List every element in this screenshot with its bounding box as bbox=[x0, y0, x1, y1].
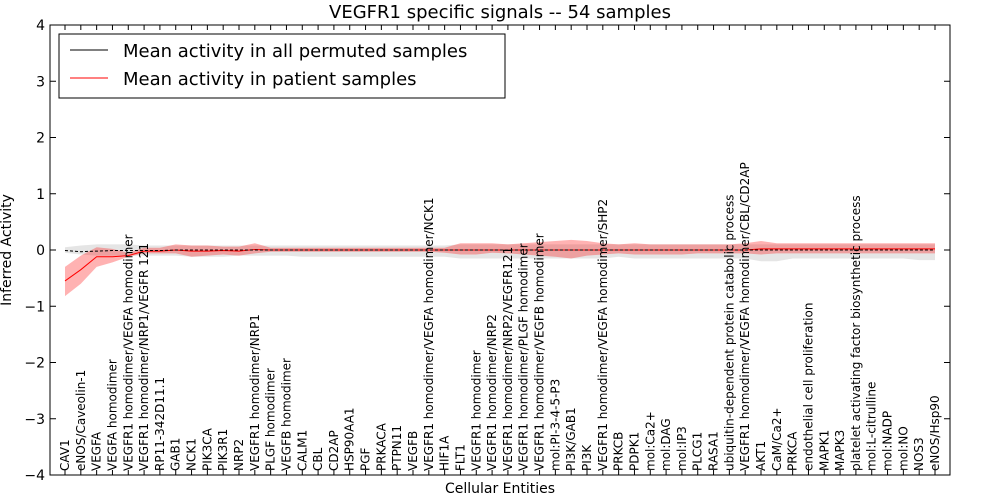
x-tick-label: PIK3R1 bbox=[216, 429, 230, 471]
x-tick-label: VEGFR1 homodimer/VEGFB homodimer bbox=[533, 233, 547, 471]
x-tick-label: PLGF homodimer bbox=[264, 368, 278, 471]
x-axis-ticks: CAV1 eNOS/Caveolin-1 VEGFA VEGFA homodimer V… bbox=[58, 25, 942, 475]
x-tick-label: mol:PI-3-4-5-P3 bbox=[548, 379, 562, 471]
plot-frame bbox=[49, 24, 951, 476]
x-tick-label: VEGFR1 homodimer/VEGFA homodimer bbox=[121, 234, 135, 471]
y-tick-label: −4 bbox=[24, 468, 45, 484]
x-tick-label: VEGFR1 homodimer/VEGFA homodimer/CBL/CD2… bbox=[738, 162, 752, 471]
y-axis-label: Inferred Activity bbox=[0, 194, 15, 306]
x-tick-label: CaM/Ca2+ bbox=[770, 407, 784, 471]
line-series-0 bbox=[64, 249, 935, 253]
x-tick-label: CAV1 bbox=[58, 439, 72, 471]
x-tick-label: NRP2 bbox=[232, 439, 246, 471]
x-tick-label: NCK1 bbox=[185, 438, 199, 471]
x-tick-label: MAPK1 bbox=[817, 430, 831, 471]
x-tick-label: VEGFA homodimer bbox=[105, 359, 119, 471]
x-tick-label: HIF1A bbox=[438, 435, 452, 471]
y-tick-label: −1 bbox=[24, 299, 45, 315]
x-tick-label: mol:NO bbox=[896, 426, 910, 471]
x-tick-label: RASA1 bbox=[707, 431, 721, 471]
x-tick-label: CBL bbox=[311, 447, 325, 471]
band-series-1 bbox=[65, 239, 935, 297]
x-tick-label: endothelial cell proliferation bbox=[801, 303, 815, 471]
x-tick-label: AKT1 bbox=[754, 441, 768, 471]
x-tick-label: mol:IP3 bbox=[675, 426, 689, 471]
y-tick-label: 4 bbox=[36, 18, 45, 34]
x-tick-label: eNOS/Caveolin-1 bbox=[74, 370, 88, 471]
x-axis-label: Cellular Entities bbox=[445, 481, 555, 497]
y-tick-label: 1 bbox=[36, 187, 45, 203]
x-tick-label: VEGFB homodimer bbox=[279, 358, 293, 471]
x-tick-label: VEGFB bbox=[406, 431, 420, 471]
x-tick-label: VEGFR1 homodimer/NRP1/VEGFR 121 bbox=[137, 243, 151, 471]
y-tick-label: 3 bbox=[36, 74, 45, 90]
x-tick-label: VEGFR1 homodimer bbox=[469, 350, 483, 471]
x-tick-label: VEGFR1 homodimer/NRP2 bbox=[485, 314, 499, 471]
x-tick-label: HSP90AA1 bbox=[343, 407, 357, 471]
y-tick-label: −3 bbox=[24, 412, 45, 428]
y-tick-label: 2 bbox=[36, 131, 45, 147]
x-tick-label: PI3K/GAB1 bbox=[564, 407, 578, 471]
y-tick-label: 0 bbox=[36, 243, 45, 259]
y-axis-ticks: 4 3 2 1 0 −1 −2 −3 −4 bbox=[24, 18, 950, 484]
y-tick-label: −2 bbox=[24, 356, 45, 372]
x-tick-label: mol:DAG bbox=[659, 418, 673, 471]
x-tick-label: mol:Ca2+ bbox=[643, 411, 657, 471]
legend-box bbox=[58, 33, 506, 99]
x-tick-label: eNOS/Hsp90 bbox=[928, 395, 942, 471]
x-tick-label: FLT1 bbox=[453, 444, 467, 471]
series-lines bbox=[64, 248, 935, 282]
x-tick-label: CD2AP bbox=[327, 430, 341, 471]
x-tick-label: PTPN11 bbox=[390, 425, 404, 471]
x-tick-label: VEGFA bbox=[90, 431, 104, 471]
x-tick-label: PRKCA bbox=[786, 431, 800, 471]
legend-label-patient: Mean activity in patient samples bbox=[123, 69, 417, 90]
x-tick-label: VEGFR1 homodimer/NRP1 bbox=[248, 314, 262, 471]
x-tick-label: PRKCB bbox=[612, 432, 626, 471]
x-tick-label: mol:NADP bbox=[881, 411, 895, 471]
confidence-bands bbox=[65, 239, 935, 297]
x-tick-label: PDPK1 bbox=[627, 432, 641, 471]
x-tick-label: PI3K bbox=[580, 444, 594, 471]
x-tick-label: RP11-342D11.1 bbox=[153, 377, 167, 471]
x-tick-label: PLCG1 bbox=[691, 432, 705, 471]
x-tick-label: PGF bbox=[359, 447, 373, 471]
x-tick-label: VEGFR1 homodimer/VEGFA homodimer/NCK1 bbox=[422, 197, 436, 471]
x-tick-label: PIK3CA bbox=[200, 427, 214, 471]
x-tick-label: VEGFR1 homodimer/NRP2/VEGFR121 bbox=[501, 247, 515, 471]
x-tick-label: CALM1 bbox=[295, 430, 309, 471]
x-tick-label: VEGFR1 homodimer/PLGF homodimer bbox=[517, 243, 531, 471]
legend-label-permuted: Mean activity in all permuted samples bbox=[123, 41, 467, 62]
x-tick-label: GAB1 bbox=[169, 438, 183, 471]
x-tick-label: NOS3 bbox=[912, 437, 926, 471]
chart-title: VEGFR1 specific signals -- 54 samples bbox=[329, 2, 671, 23]
band-series-0 bbox=[65, 244, 935, 262]
x-tick-label: VEGFR1 homodimer/VEGFA homodimer/SHP2 bbox=[596, 199, 610, 471]
x-tick-label: platelet activating factor biosynthetic … bbox=[849, 195, 863, 471]
x-tick-label: PRKACA bbox=[374, 422, 388, 471]
x-tick-label: ubiquitin-dependent protein catabolic pr… bbox=[722, 195, 736, 471]
x-tick-label: MAPK3 bbox=[833, 430, 847, 471]
legend: Mean activity in all permuted samples Me… bbox=[58, 33, 506, 99]
x-tick-label: mol:L-citrulline bbox=[865, 382, 879, 471]
